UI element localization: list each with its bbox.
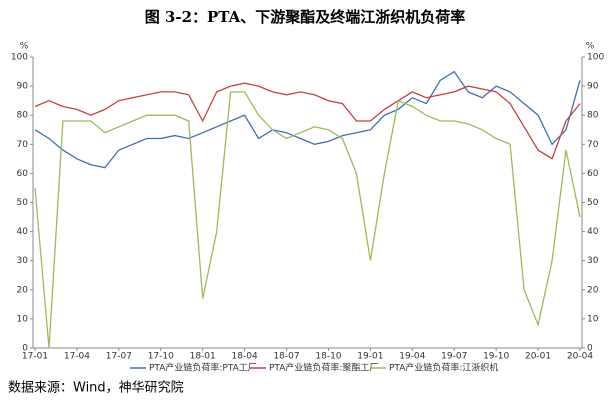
x-tick-label: 19-10 bbox=[483, 352, 509, 362]
y-tick-label: 40 bbox=[17, 227, 29, 237]
source-note: 数据来源：Wind，神华研究院 bbox=[8, 381, 184, 396]
x-tick-label: 18-01 bbox=[190, 352, 216, 362]
chart-title: 图 3-2：PTA、下游聚酯及终端江浙织机负荷率 bbox=[145, 8, 466, 26]
y2-tick-label: 70 bbox=[587, 140, 599, 150]
y2-tick-label: 80 bbox=[587, 111, 599, 121]
y-tick-label: 0 bbox=[22, 344, 28, 354]
y2-tick-label: 40 bbox=[587, 227, 599, 237]
y-tick-label: 100 bbox=[11, 53, 28, 63]
y-axis-label: % bbox=[20, 42, 29, 52]
y-tick-label: 80 bbox=[17, 111, 29, 121]
y-tick-label: 60 bbox=[17, 169, 29, 179]
x-tick-label: 19-01 bbox=[357, 352, 383, 362]
y2-tick-label: 10 bbox=[587, 314, 599, 324]
x-tick-label: 17-10 bbox=[148, 352, 174, 362]
y2-tick-label: 50 bbox=[587, 198, 599, 208]
y-tick-label: 30 bbox=[17, 256, 29, 266]
y2-tick-label: 30 bbox=[587, 256, 599, 266]
y2-tick-label: 20 bbox=[587, 285, 599, 295]
y-tick-label: 50 bbox=[17, 198, 29, 208]
y2-tick-label: 60 bbox=[587, 169, 599, 179]
x-tick-label: 18-04 bbox=[232, 352, 258, 362]
x-tick-label: 17-01 bbox=[22, 352, 48, 362]
series-line bbox=[34, 70, 581, 169]
series-line bbox=[34, 82, 581, 160]
y-tick-label: 10 bbox=[17, 314, 29, 324]
legend-label: PTA产业链负荷率:PTA工厂 bbox=[149, 362, 257, 374]
x-tick-label: 18-07 bbox=[273, 352, 299, 362]
x-tick-label: 19-04 bbox=[399, 352, 425, 362]
x-tick-label: 18-10 bbox=[315, 352, 341, 362]
y2-tick-label: 90 bbox=[587, 82, 599, 92]
y-tick-label: 20 bbox=[17, 285, 29, 295]
x-tick-label: 20-01 bbox=[525, 352, 551, 362]
series-line bbox=[34, 91, 581, 349]
y-tick-label: 90 bbox=[17, 82, 29, 92]
y2-axis-label: % bbox=[586, 42, 595, 52]
y2-tick-label: 100 bbox=[587, 53, 604, 63]
x-tick-label: 17-07 bbox=[106, 352, 132, 362]
x-tick-label: 17-04 bbox=[64, 352, 90, 362]
y2-tick-label: 0 bbox=[587, 344, 593, 354]
legend-label: PTA产业链负荷率:江浙织机 bbox=[389, 362, 498, 374]
x-tick-label: 19-07 bbox=[441, 352, 467, 362]
legend-label: PTA产业链负荷率:聚酯工厂 bbox=[269, 362, 378, 374]
y-tick-label: 70 bbox=[17, 140, 29, 150]
x-tick-label: 20-04 bbox=[567, 352, 593, 362]
